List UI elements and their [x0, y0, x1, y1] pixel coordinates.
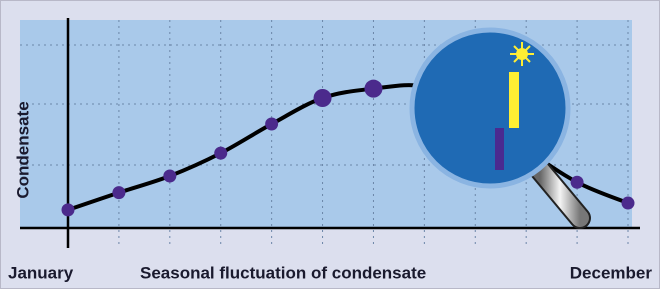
point: [163, 170, 176, 183]
point: [314, 89, 332, 107]
y-axis-label: Condensate: [13, 101, 32, 198]
point: [214, 147, 227, 160]
x-axis-label: Seasonal fluctuation of condensate: [140, 263, 426, 282]
point: [571, 176, 584, 189]
point: [364, 80, 382, 98]
day-bar: [509, 72, 519, 128]
point: [265, 118, 278, 131]
night-bar: [495, 128, 504, 170]
lens: [412, 30, 568, 186]
point: [62, 203, 75, 216]
point: [622, 197, 635, 210]
x-tick-label: January: [8, 263, 74, 282]
point: [112, 186, 125, 199]
page: {"chart_data": {"type": "line", "y_label…: [0, 0, 660, 289]
chart: Condensate Seasonal fluctuation of conde…: [0, 0, 660, 289]
x-tick-label: December: [570, 263, 653, 282]
